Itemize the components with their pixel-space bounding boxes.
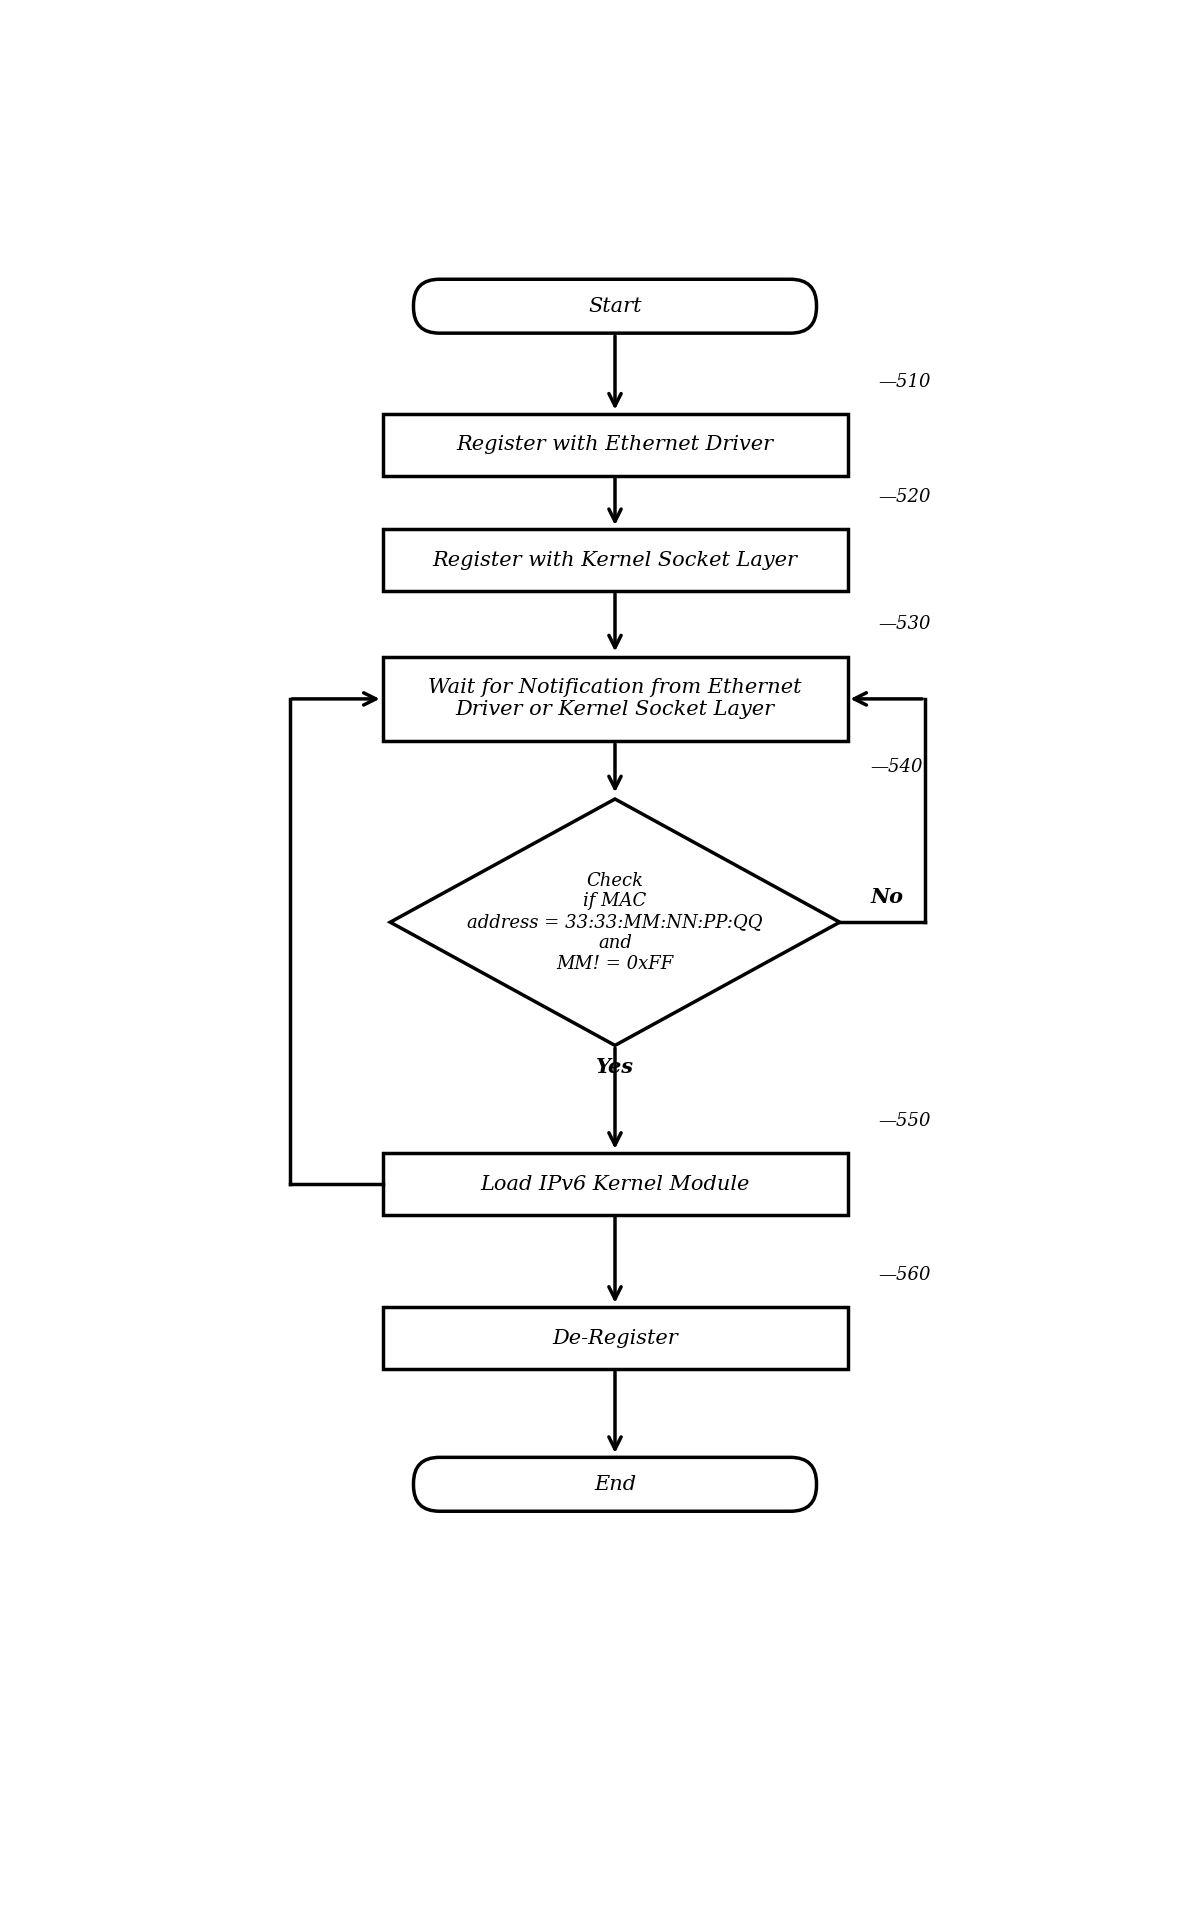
Text: —560: —560 bbox=[878, 1266, 931, 1284]
Text: Wait for Notification from Ethernet
Driver or Kernel Socket Layer: Wait for Notification from Ethernet Driv… bbox=[428, 678, 802, 720]
FancyBboxPatch shape bbox=[414, 1457, 816, 1511]
Text: Register with Kernel Socket Layer: Register with Kernel Socket Layer bbox=[432, 550, 798, 569]
Bar bbox=[383, 414, 847, 476]
Text: —550: —550 bbox=[878, 1112, 931, 1131]
Text: Yes: Yes bbox=[596, 1056, 634, 1077]
FancyBboxPatch shape bbox=[414, 279, 816, 332]
Bar bbox=[383, 657, 847, 741]
Bar bbox=[383, 1306, 847, 1369]
Text: —540: —540 bbox=[871, 758, 923, 775]
Text: Check
if MAC
address = 33:33:MM:NN:PP:QQ
and
MM! = 0xFF: Check if MAC address = 33:33:MM:NN:PP:QQ… bbox=[467, 871, 763, 972]
Text: —520: —520 bbox=[878, 489, 931, 506]
Text: Load IPv6 Kernel Module: Load IPv6 Kernel Module bbox=[480, 1175, 750, 1194]
Bar bbox=[383, 1154, 847, 1215]
Polygon shape bbox=[390, 798, 840, 1045]
Text: Start: Start bbox=[588, 296, 642, 315]
Text: —510: —510 bbox=[878, 372, 931, 392]
Text: Register with Ethernet Driver: Register with Ethernet Driver bbox=[456, 435, 774, 455]
Text: No: No bbox=[871, 886, 904, 907]
Bar bbox=[383, 529, 847, 590]
Text: De-Register: De-Register bbox=[552, 1329, 678, 1347]
Text: End: End bbox=[594, 1475, 636, 1494]
Text: —530: —530 bbox=[878, 615, 931, 634]
